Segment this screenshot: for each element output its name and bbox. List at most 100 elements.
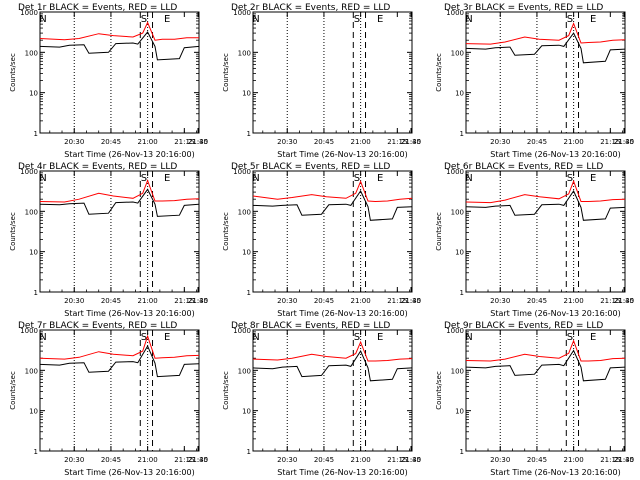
x-tick-label: 20:30: [277, 138, 297, 146]
y-tick-label: 10: [29, 249, 38, 257]
x-tick-label: 21:00: [564, 138, 584, 146]
plot-title: Det 4r BLACK = Events, RED = LLD: [18, 162, 177, 172]
y-tick-label: 1: [34, 289, 38, 297]
plot-frame: [465, 170, 626, 293]
time-marker-s: S: [567, 14, 573, 25]
events-series-line: [465, 189, 626, 221]
x-tick-label: 21:00: [351, 297, 371, 305]
y-tick-label: 100: [25, 49, 38, 57]
x-tick-label: 21:30: [401, 456, 421, 464]
plot-title: Det 9r BLACK = Events, RED = LLD: [444, 321, 603, 331]
x-tick-label: 21:45: [614, 297, 634, 305]
plot-title: Det 8r BLACK = Events, RED = LLD: [231, 321, 390, 331]
plot-panel-1: Det 1r BLACK = Events, RED = LLD Counts/s…: [9, 3, 208, 159]
plot-panel-8: Det 8r BLACK = Events, RED = LLD Counts/s…: [222, 321, 421, 477]
x-tick-label: 20:30: [277, 297, 297, 305]
lld-series-line: [465, 179, 626, 204]
plot-title: Det 2r BLACK = Events, RED = LLD: [231, 3, 390, 13]
events-series-line: [465, 32, 626, 64]
lld-series-line: [252, 340, 413, 362]
x-tick-label: 21:00: [138, 297, 158, 305]
time-marker-e: E: [590, 173, 596, 184]
y-tick-label: 1000: [446, 168, 464, 176]
x-tick-label: 21:45: [614, 456, 634, 464]
plot-title: Det 1r BLACK = Events, RED = LLD: [18, 3, 177, 13]
events-series-line: [252, 189, 413, 221]
time-marker-s: S: [567, 173, 573, 184]
x-axis-label: Start Time (26-Nov-13 20:16:00): [490, 468, 620, 477]
x-axis-label: Start Time (26-Nov-13 20:16:00): [490, 150, 620, 159]
time-marker-s: S: [141, 14, 147, 25]
time-marker-n: N: [39, 173, 46, 184]
time-marker-e: E: [590, 332, 596, 343]
lld-series-line: [39, 21, 199, 41]
y-tick-label: 1000: [233, 327, 251, 335]
y-tick-label: 100: [25, 208, 38, 216]
x-tick-label: 21:45: [188, 297, 208, 305]
events-series-line: [39, 188, 200, 217]
lld-series-line: [465, 339, 626, 362]
y-tick-label: 1: [247, 130, 251, 138]
plot-title: Det 3r BLACK = Events, RED = LLD: [444, 3, 603, 13]
y-axis-label: Counts/sec: [435, 212, 443, 251]
x-tick-label: 20:45: [527, 297, 547, 305]
y-axis-label: Counts/sec: [9, 371, 17, 410]
plot-panel-5: Det 5r BLACK = Events, RED = LLD Counts/s…: [222, 162, 421, 318]
plot-title: Det 7r BLACK = Events, RED = LLD: [18, 321, 177, 331]
x-tick-label: 20:45: [314, 138, 334, 146]
time-marker-n: N: [465, 14, 472, 25]
y-tick-label: 1: [34, 448, 38, 456]
y-tick-label: 10: [29, 408, 38, 416]
x-tick-label: 21:45: [188, 138, 208, 146]
plot-title: Det 6r BLACK = Events, RED = LLD: [444, 162, 603, 172]
events-series-line: [39, 344, 200, 378]
x-axis-label: Start Time (26-Nov-13 20:16:00): [490, 309, 620, 318]
x-tick-label: 21:00: [564, 456, 584, 464]
x-tick-label: 21:30: [188, 138, 208, 146]
events-series-line: [39, 31, 200, 61]
plot-panel-3: Det 3r BLACK = Events, RED = LLD Counts/s…: [435, 3, 634, 159]
x-axis-label: Start Time (26-Nov-13 20:16:00): [277, 150, 407, 159]
x-tick-label: 21:00: [351, 138, 371, 146]
x-tick-label: 21:00: [138, 138, 158, 146]
x-tick-label: 20:30: [64, 456, 84, 464]
x-tick-label: 21:15: [174, 297, 194, 305]
x-tick-label: 21:45: [614, 138, 634, 146]
y-tick-label: 1: [247, 448, 251, 456]
x-axis-label: Start Time (26-Nov-13 20:16:00): [277, 468, 407, 477]
x-tick-label: 20:45: [101, 456, 121, 464]
y-tick-label: 100: [451, 49, 464, 57]
x-tick-label: 20:45: [314, 456, 334, 464]
time-marker-s: S: [141, 332, 147, 343]
y-tick-label: 100: [238, 367, 251, 375]
y-tick-label: 10: [242, 90, 251, 98]
plot-title: Det 5r BLACK = Events, RED = LLD: [231, 162, 390, 172]
y-tick-label: 10: [455, 90, 464, 98]
x-tick-label: 21:30: [614, 138, 634, 146]
x-tick-label: 21:00: [564, 297, 584, 305]
x-tick-label: 20:45: [314, 297, 334, 305]
y-tick-label: 100: [451, 208, 464, 216]
time-marker-e: E: [377, 14, 383, 25]
x-tick-label: 20:30: [490, 138, 510, 146]
plot-panel-9: Det 9r BLACK = Events, RED = LLD Counts/s…: [435, 321, 634, 477]
plot-panel-6: Det 6r BLACK = Events, RED = LLD Counts/s…: [435, 162, 634, 318]
x-tick-label: 21:00: [351, 456, 371, 464]
plot-frame: [465, 329, 626, 452]
y-tick-label: 1: [247, 289, 251, 297]
x-tick-label: 20:45: [527, 138, 547, 146]
x-tick-label: 20:30: [64, 138, 84, 146]
time-marker-n: N: [465, 332, 472, 343]
y-tick-label: 1: [460, 448, 464, 456]
y-tick-label: 1000: [20, 9, 38, 17]
y-tick-label: 10: [455, 249, 464, 257]
events-series-line: [465, 349, 626, 382]
time-marker-n: N: [252, 173, 259, 184]
y-tick-label: 1000: [233, 9, 251, 17]
y-tick-label: 10: [29, 90, 38, 98]
x-tick-label: 20:45: [527, 456, 547, 464]
time-marker-e: E: [164, 173, 170, 184]
y-axis-label: Counts/sec: [9, 212, 17, 251]
time-marker-n: N: [39, 14, 46, 25]
